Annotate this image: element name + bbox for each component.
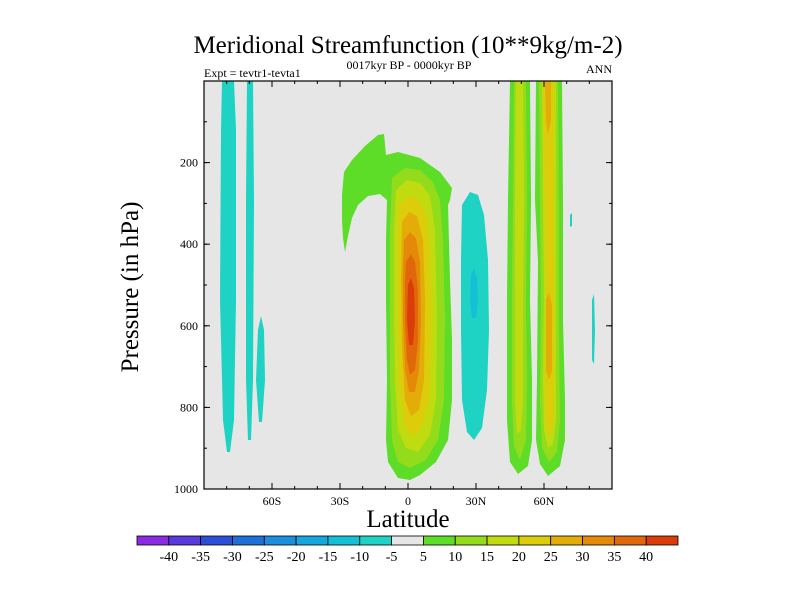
positive-cell-north-a-l20: [515, 81, 524, 434]
x-axis-title: Latitude: [366, 506, 449, 533]
colorbar-swatch: [168, 535, 202, 546]
colorbar-label: 35: [607, 550, 621, 565]
chart-title: Meridional Streamfunction (10**9kg/m-2): [193, 32, 622, 59]
colorbar-label: 20: [512, 550, 526, 565]
colorbar-swatch: [232, 535, 265, 546]
colorbar-swatch: [423, 535, 456, 546]
colorbar-label: 10: [448, 550, 462, 565]
x-axis: 60S 30S 0 30N 60N: [203, 81, 613, 508]
x-tick-label: 60S: [263, 494, 282, 508]
x-tick-label: 60N: [534, 494, 555, 508]
negative-strip-south-c: [256, 316, 265, 422]
y-tick-label: 800: [180, 400, 198, 414]
colorbar-swatch: [391, 535, 424, 546]
colorbar-swatch: [359, 535, 392, 546]
y-axis: 200 400 600 800 1000: [174, 80, 612, 496]
negative-strip-south-a: [220, 81, 236, 452]
x-tick-label: 30N: [466, 494, 487, 508]
colorbar-swatch: [263, 535, 297, 546]
negative-strip-south-b: [246, 81, 254, 440]
colorbar-label: 30: [576, 550, 590, 565]
subtitle-center: 0017kyr BP - 0000kyr BP: [347, 58, 472, 72]
colorbar-swatch: [486, 535, 520, 546]
colorbar-swatch: [645, 535, 679, 546]
colorbar-label: 15: [480, 550, 494, 565]
colorbar-label: -5: [386, 550, 398, 565]
colorbar-swatch: [454, 535, 488, 546]
contour-fill-layer: [220, 81, 595, 480]
colorbar-label: -35: [191, 550, 210, 565]
x-tick-label: 0: [405, 494, 411, 508]
colorbar-label: -30: [223, 550, 242, 565]
positive-cell-north-b-l30-mid: [546, 292, 552, 380]
colorbar-swatch: [295, 535, 329, 546]
colorbar-label: -40: [159, 550, 178, 565]
colorbar-label: -15: [319, 550, 338, 565]
x-tick-label: 30S: [331, 494, 350, 508]
colorbar-label: -20: [287, 550, 306, 565]
negative-cell-30n-core: [470, 268, 478, 318]
negative-sliver-right: [592, 294, 595, 364]
subtitle-left: Expt = tevtr1-tevta1: [204, 66, 301, 80]
colorbar-swatch: [200, 535, 233, 546]
colorbar-label: 25: [544, 550, 558, 565]
subtitle-right: ANN: [586, 62, 612, 76]
y-axis-title: Pressure (in hPa): [117, 202, 144, 373]
y-tick-label: 200: [180, 156, 198, 170]
positive-cell-equator-core: [407, 278, 415, 345]
colorbar: -40 -35 -30 -25 -20 -15 -10 -5 5 10 15 20 25 30 35 40: [136, 535, 679, 565]
y-tick-label: 1000: [174, 482, 198, 496]
colorbar-swatch: [518, 535, 552, 546]
colorbar-swatch: [550, 535, 583, 546]
colorbar-label: -10: [350, 550, 369, 565]
colorbar-swatch: [327, 535, 361, 546]
colorbar-swatch: [613, 535, 647, 546]
y-tick-label: 600: [180, 319, 198, 333]
colorbar-swatch: [136, 535, 170, 546]
y-tick-label: 400: [180, 237, 198, 251]
positive-cell-north-b-l30: [545, 81, 551, 135]
colorbar-label: -25: [255, 550, 274, 565]
colorbar-swatch: [582, 535, 615, 546]
colorbar-label: 5: [420, 550, 427, 565]
colorbar-label: 40: [639, 550, 653, 565]
negative-sliver-right-upper: [570, 213, 572, 227]
